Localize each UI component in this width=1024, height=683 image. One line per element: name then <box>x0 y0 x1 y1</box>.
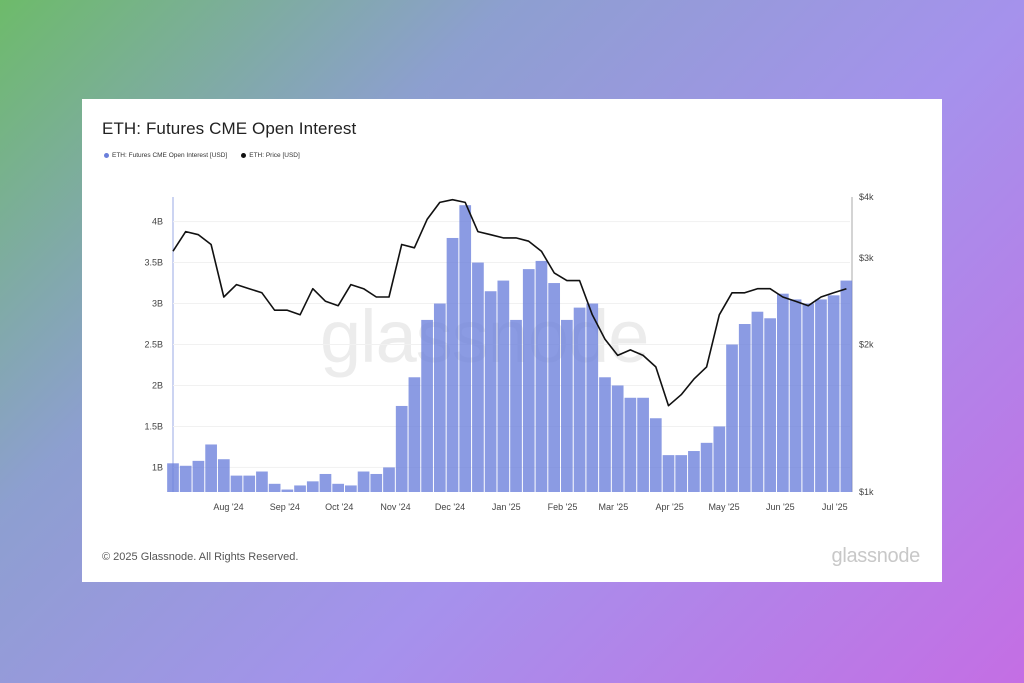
open-interest-bar <box>599 377 611 492</box>
open-interest-bar <box>802 303 815 492</box>
open-interest-bar <box>281 489 294 492</box>
open-interest-bar <box>256 471 268 492</box>
open-interest-bar <box>738 324 751 492</box>
x-tick-label: Aug '24 <box>213 502 243 512</box>
open-interest-bar <box>484 291 497 492</box>
open-interest-bar <box>573 307 586 492</box>
chart-card: ETH: Futures CME Open Interest ETH: Futu… <box>82 99 942 582</box>
legend-label-price: ETH: Price [USD] <box>249 152 300 159</box>
open-interest-bar <box>789 299 802 492</box>
open-interest-bar <box>217 459 230 492</box>
x-tick-label: Sep '24 <box>270 502 300 512</box>
open-interest-bar <box>294 485 306 492</box>
open-interest-bar <box>688 451 700 492</box>
legend-item-open-interest[interactable]: ETH: Futures CME Open Interest [USD] <box>104 152 227 159</box>
open-interest-bar <box>306 481 319 492</box>
open-interest-bar <box>230 475 243 492</box>
open-interest-bar <box>713 426 726 492</box>
open-interest-bar <box>395 405 408 492</box>
open-interest-bar <box>319 473 332 492</box>
x-tick-label: Jul '25 <box>822 502 848 512</box>
y-left-tick-label: 4B <box>152 217 163 227</box>
open-interest-bar <box>522 269 535 492</box>
open-interest-bar <box>446 237 459 492</box>
chart-legend: ETH: Futures CME Open Interest [USD] ETH… <box>104 152 300 159</box>
legend-dot-icon <box>104 153 109 158</box>
open-interest-bar <box>662 455 675 492</box>
y-left-tick-label: 1.5B <box>144 421 163 431</box>
legend-label-open-interest: ETH: Futures CME Open Interest [USD] <box>112 152 228 159</box>
x-tick-label: Nov '24 <box>380 502 410 512</box>
chart-title: ETH: Futures CME Open Interest <box>102 119 357 138</box>
open-interest-bar <box>510 319 522 492</box>
open-interest-bar <box>192 460 205 492</box>
open-interest-bar <box>637 397 649 492</box>
x-tick-label: Jan '25 <box>492 502 521 512</box>
x-tick-label: Apr '25 <box>655 502 683 512</box>
open-interest-bar <box>624 397 637 492</box>
open-interest-bar <box>815 299 827 492</box>
open-interest-bar <box>472 262 484 492</box>
open-interest-bar <box>611 385 624 492</box>
x-tick-label: May '25 <box>708 502 739 512</box>
open-interest-bar <box>408 377 421 492</box>
y-left-tick-label: 1B <box>152 462 163 472</box>
open-interest-bar <box>649 418 662 492</box>
open-interest-bar <box>332 483 345 492</box>
chart-plot: 1B 1.5B 2B 2.5B 3B 3.5B 4B $1k $2k $3k $4k Aug '24 S… <box>144 192 874 512</box>
x-tick-label: Dec '24 <box>435 502 465 512</box>
open-interest-bar <box>548 283 561 492</box>
open-interest-bar <box>561 319 573 492</box>
legend-dot-icon <box>241 153 247 158</box>
legend-item-price[interactable]: ETH: Price [USD] <box>241 152 300 159</box>
y-right-tick-label: $2k <box>859 340 874 350</box>
x-tick-label: Oct '24 <box>325 502 353 512</box>
open-interest-bar <box>345 485 357 492</box>
open-interest-bar <box>459 205 472 492</box>
y-left-tick-label: 2B <box>152 380 163 390</box>
price-line <box>172 198 847 407</box>
x-tick-label: Jun '25 <box>766 502 795 512</box>
open-interest-bar <box>383 467 395 492</box>
y-left-tick-label: 2.5B <box>144 340 163 350</box>
glassnode-logo: glassnode <box>831 545 921 567</box>
y-right-tick-label: $4k <box>859 192 874 202</box>
open-interest-bar <box>840 280 853 492</box>
open-interest-bar <box>827 295 840 492</box>
open-interest-bar <box>370 473 383 492</box>
y-left-tick-label: 3B <box>152 299 163 309</box>
y-right-tick-label: $3k <box>859 253 874 263</box>
y-left-tick-label: 3.5B <box>144 258 163 268</box>
open-interest-bar <box>433 303 446 492</box>
x-tick-label: Mar '25 <box>598 502 628 512</box>
copyright-text: © 2025 Glassnode. All Rights Reserved. <box>102 551 299 563</box>
open-interest-bar <box>675 455 688 492</box>
open-interest-bar <box>726 344 738 492</box>
open-interest-bar <box>776 293 789 492</box>
x-tick-label: Feb '25 <box>548 502 578 512</box>
open-interest-bar <box>243 475 256 492</box>
open-interest-bar <box>535 260 548 492</box>
open-interest-bar <box>357 471 370 492</box>
open-interest-bar <box>179 465 192 492</box>
open-interest-bar <box>751 311 764 492</box>
open-interest-bar <box>167 463 179 492</box>
open-interest-bar <box>497 280 510 492</box>
open-interest-bar <box>268 483 281 492</box>
open-interest-bar <box>764 318 776 492</box>
y-right-tick-label: $1k <box>859 487 874 497</box>
open-interest-bar <box>700 442 713 492</box>
open-interest-bar <box>586 303 599 492</box>
open-interest-bar <box>205 444 217 492</box>
open-interest-bar <box>421 319 433 492</box>
